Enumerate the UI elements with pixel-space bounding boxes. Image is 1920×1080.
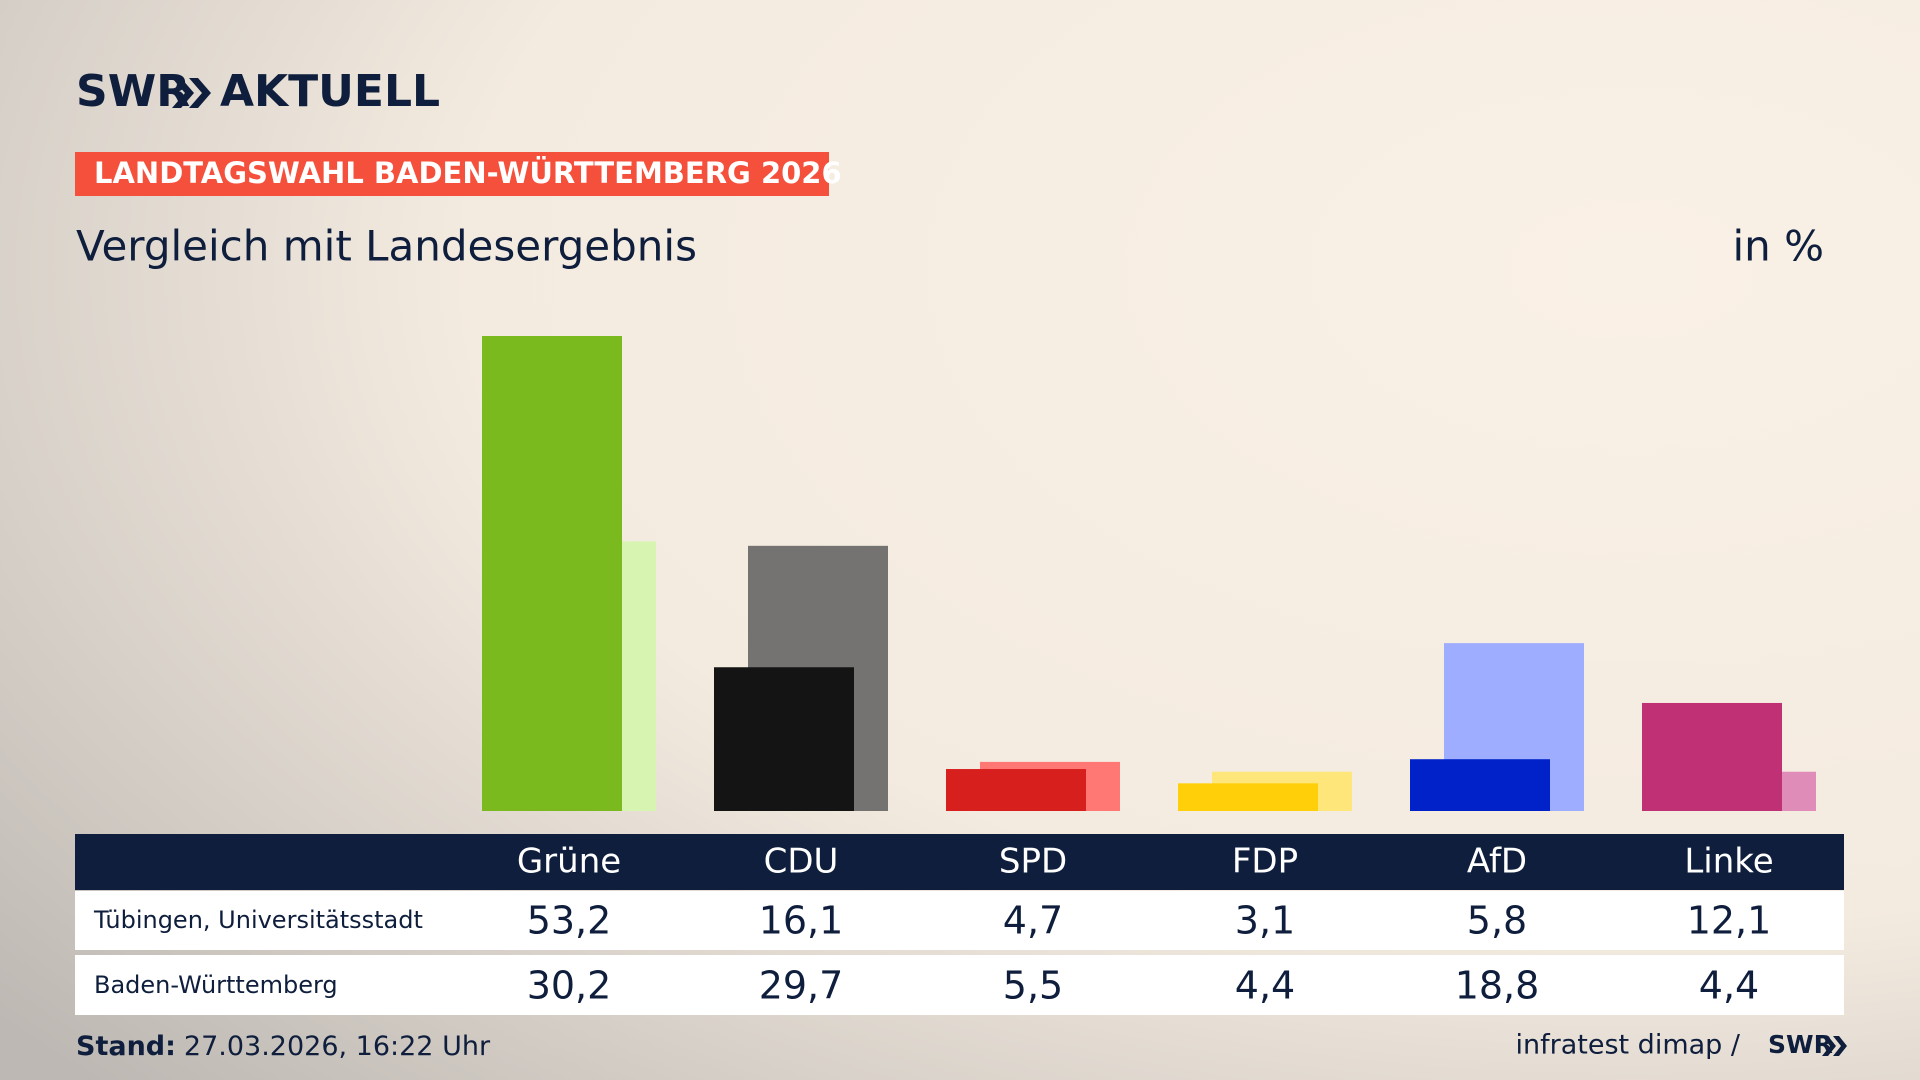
category-label: FDP xyxy=(1232,842,1298,882)
value-label: 30,2 xyxy=(527,964,612,1008)
category-label: SPD xyxy=(999,842,1067,882)
footnote-label: Stand: xyxy=(76,1031,176,1062)
bar xyxy=(1178,783,1318,811)
kicker: LANDTAGSWAHL BADEN-WÜRTTEMBERG 2026 xyxy=(94,156,842,190)
bar xyxy=(1642,702,1782,811)
bar xyxy=(946,769,1086,811)
source-chevrons xyxy=(1822,1036,1847,1056)
table-row xyxy=(75,891,1844,950)
source: infratest dimap / xyxy=(1515,1030,1740,1061)
table: Grüne CDU SPD FDP AfD Linke Tübingen, Universi… xyxy=(93,842,1774,1008)
category-label: Grüne xyxy=(517,842,621,882)
value-label: 12,1 xyxy=(1687,899,1772,943)
unit-label: in % xyxy=(1732,222,1824,271)
table-row xyxy=(75,955,1844,1015)
bar xyxy=(482,336,622,811)
table-header xyxy=(75,834,1844,890)
value-label: 29,7 xyxy=(759,964,844,1008)
value-label: 4,4 xyxy=(1699,964,1759,1008)
brand-chevrons xyxy=(172,78,211,108)
category-label: Linke xyxy=(1684,842,1773,882)
brand-name: AKTUELL xyxy=(220,66,440,117)
logo: SWR AKTUELL xyxy=(76,66,440,117)
row-label: Tübingen, Universitätsstadt xyxy=(93,906,423,934)
kicker-box xyxy=(75,152,829,196)
chart-title: Vergleich mit Landesergebnis xyxy=(76,222,697,271)
value-label: 5,8 xyxy=(1467,899,1527,943)
footnote-text: 27.03.2026, 16:22 Uhr xyxy=(184,1031,491,1062)
source-brand: SWR xyxy=(1768,1030,1833,1059)
value-label: 3,1 xyxy=(1235,899,1295,943)
category-label: AfD xyxy=(1467,842,1527,882)
bar xyxy=(714,667,854,811)
row-label: Baden-Württemberg xyxy=(94,971,338,999)
brand: SWR xyxy=(76,66,190,117)
bars xyxy=(482,336,1816,811)
category-label: CDU xyxy=(764,842,839,882)
value-label: 4,4 xyxy=(1235,964,1295,1008)
value-label: 5,5 xyxy=(1003,964,1063,1008)
value-label: 4,7 xyxy=(1003,899,1063,943)
footnote: Stand: 27.03.2026, 16:22 Uhr xyxy=(76,1031,491,1062)
value-label: 16,1 xyxy=(759,899,844,943)
bar xyxy=(1410,759,1550,811)
value-label: 18,8 xyxy=(1455,964,1540,1008)
value-label: 53,2 xyxy=(527,899,612,943)
